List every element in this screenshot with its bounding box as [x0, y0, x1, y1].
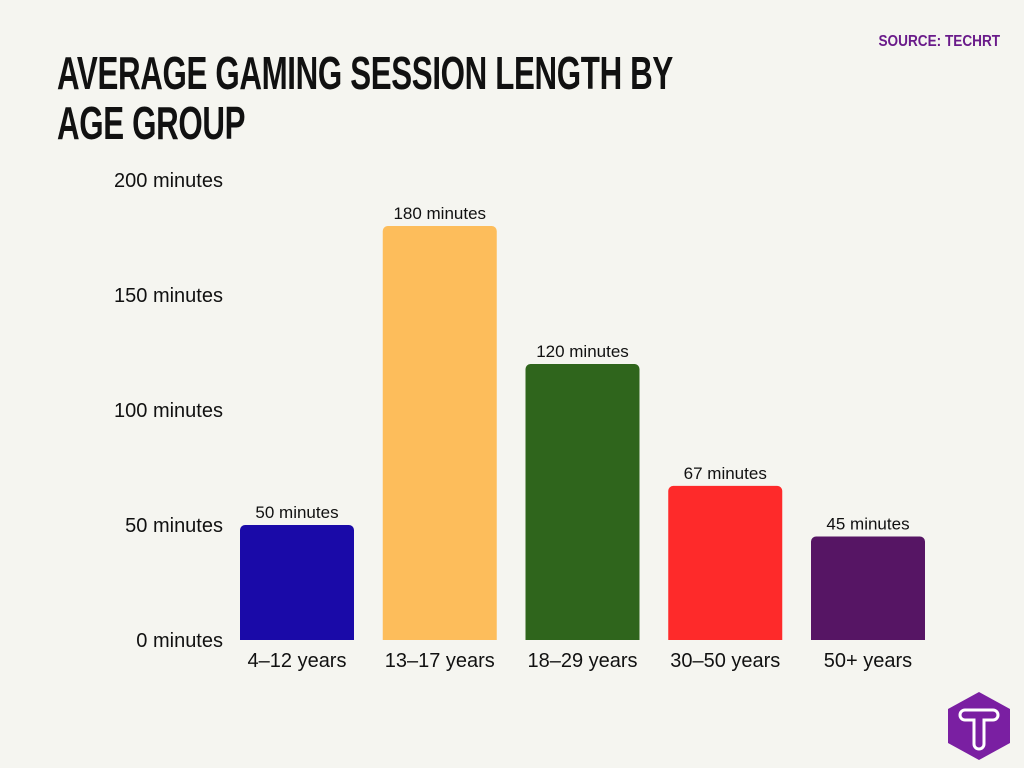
y-tick-label: 100 minutes: [114, 400, 223, 422]
bar: [811, 536, 925, 640]
bar: [240, 525, 354, 640]
y-tick-label: 50 minutes: [125, 515, 223, 537]
y-tick-label: 200 minutes: [114, 170, 223, 192]
x-tick-label: 18–29 years: [527, 650, 637, 672]
x-tick-label: 50+ years: [824, 650, 912, 672]
x-tick-label: 13–17 years: [385, 650, 495, 672]
chart-title: AVERAGE GAMING SESSION LENGTH BY AGE GRO…: [57, 47, 673, 149]
x-tick-label: 4–12 years: [248, 650, 347, 672]
bar: [525, 364, 640, 640]
y-tick-label: 0 minutes: [136, 630, 223, 652]
x-tick-label: 30–50 years: [670, 650, 780, 672]
techrt-logo-icon: [948, 692, 1010, 760]
bar: [668, 485, 783, 640]
data-label: 120 minutes: [536, 342, 629, 361]
y-tick-label: 150 minutes: [114, 285, 223, 307]
data-label: 45 minutes: [826, 515, 909, 534]
data-label: 50 minutes: [255, 503, 338, 522]
source-label: SOURCE: TECHRT: [878, 33, 1000, 50]
data-label: 67 minutes: [684, 464, 767, 483]
data-label: 180 minutes: [393, 204, 486, 223]
bar: [382, 226, 497, 640]
